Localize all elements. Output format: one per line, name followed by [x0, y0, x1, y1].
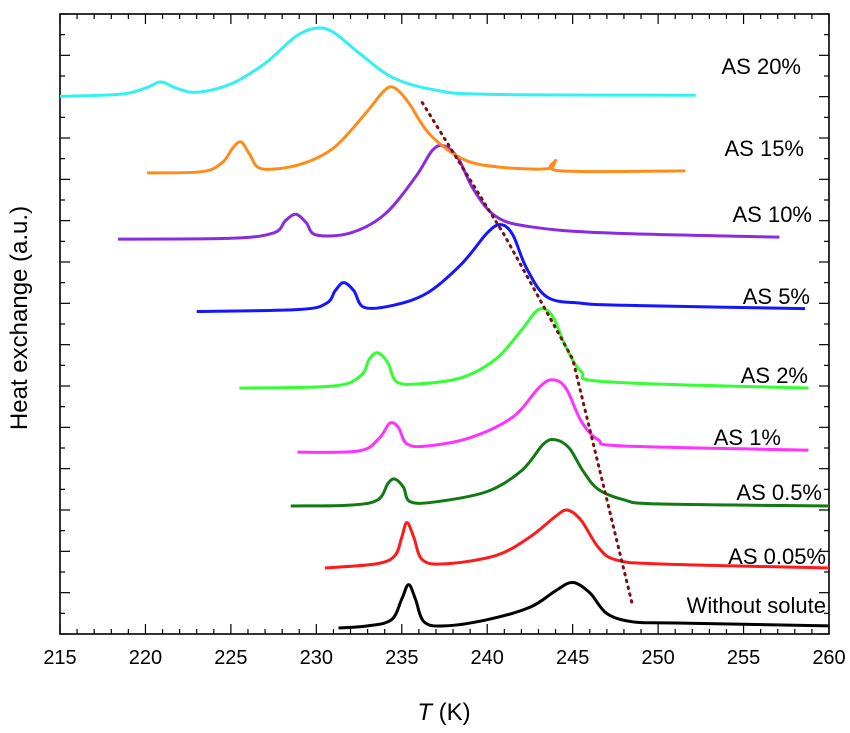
- x-tick-label: 245: [556, 647, 589, 669]
- series-label: AS 1%: [714, 425, 781, 450]
- x-tick-label: 225: [214, 647, 247, 669]
- x-axis-symbol: T: [417, 699, 434, 726]
- series-group: [59, 26, 830, 630]
- series-label: AS 0.05%: [728, 544, 826, 569]
- series-line: [196, 223, 806, 313]
- series-label: AS 2%: [741, 363, 808, 388]
- x-tick-labels: 215 220 225 230 235 240 245 250 255 260: [43, 647, 845, 669]
- trend-line-group: [420, 101, 634, 607]
- series-line: [324, 508, 830, 570]
- series-labels: Without solute AS 0.05% AS 0.5% AS 1% AS 2% A…: [687, 54, 826, 618]
- series-label: AS 0.5%: [736, 480, 822, 505]
- x-axis-title: T (K): [417, 699, 470, 726]
- x-tick-label: 240: [471, 647, 504, 669]
- series-line: [297, 378, 809, 454]
- x-axis-unit: (K): [432, 699, 471, 726]
- x-tick-label: 215: [43, 647, 76, 669]
- series-label: AS 20%: [722, 54, 802, 79]
- x-tick-label: 255: [727, 647, 760, 669]
- plot-frame: [59, 13, 830, 635]
- series-line: [338, 580, 830, 630]
- x-tick-label: 220: [129, 647, 162, 669]
- series-line: [290, 437, 830, 508]
- series-line: [59, 26, 696, 98]
- x-tick-label: 250: [641, 647, 674, 669]
- series-label: AS 5%: [743, 284, 810, 309]
- axes: [59, 13, 830, 635]
- series-label: AS 10%: [733, 202, 813, 227]
- series-label: Without solute: [687, 593, 826, 618]
- series-line: [239, 307, 809, 390]
- x-tick-label: 230: [300, 647, 333, 669]
- x-tick-label: 235: [385, 647, 418, 669]
- x-tick-label: 260: [812, 647, 845, 669]
- series-label: AS 15%: [725, 136, 805, 161]
- trend-line: [420, 101, 634, 607]
- series-line: [118, 143, 780, 241]
- y-axis-title: Heat exchange (a.u.): [6, 206, 33, 430]
- series-line: [147, 85, 686, 175]
